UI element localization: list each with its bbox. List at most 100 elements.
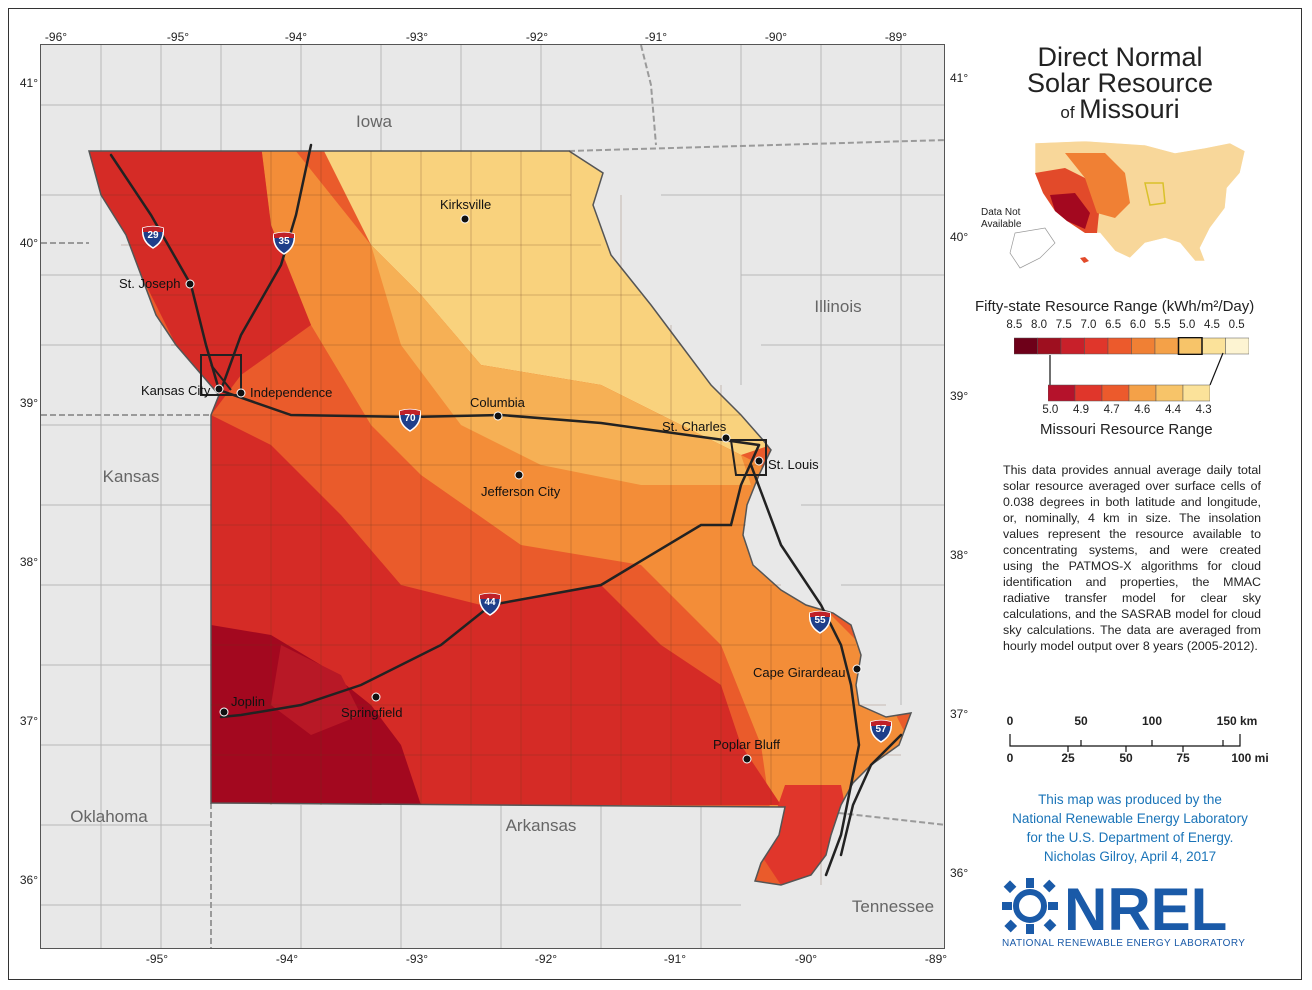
lat-tick-left: 38°: [19, 555, 38, 569]
city-dot-joplin: [219, 707, 229, 717]
legend-swatch: [1225, 337, 1249, 355]
title-state: Missouri: [1079, 94, 1180, 124]
state-label-oklahoma: Oklahoma: [70, 807, 148, 826]
shield-icon: [869, 719, 893, 743]
nrel-wordmark: NREL: [1064, 878, 1227, 938]
missouri-dni-map: [41, 45, 944, 948]
city-dot-columbia: [493, 411, 503, 421]
legend-value-label: 5.0: [1179, 319, 1196, 331]
interstate-shield-55: 55: [808, 610, 832, 634]
us-inset-map: [1009, 140, 1246, 269]
city-label-jefferson-city: Jefferson City: [481, 484, 561, 499]
state-label-iowa: Iowa: [356, 112, 392, 131]
city-label-kansas-city: Kansas City: [141, 383, 211, 398]
city-dot-independence: [236, 388, 246, 398]
city-dot-st-charles: [721, 433, 731, 443]
legend-swatch: [1155, 384, 1184, 402]
credit-line-3: for the U.S. Department of Energy.: [1026, 830, 1234, 845]
legend-value-label: 4.7: [1103, 404, 1120, 416]
mountain-region: [1065, 153, 1130, 218]
lon-tick-top: -96°: [44, 30, 68, 44]
shield-number: 35: [278, 236, 290, 247]
city-dot-springfield: [371, 692, 381, 702]
shield-icon: [141, 225, 165, 249]
title-line-1: Direct Normal: [1037, 42, 1203, 72]
lon-tick-bottom: -95°: [145, 952, 169, 966]
map-panel: [40, 44, 945, 949]
legend-value-label: 8.0: [1031, 319, 1048, 331]
legend-zoom-lines: [1049, 352, 1224, 386]
legend-swatch: [1182, 384, 1210, 402]
legend-swatch: [1014, 337, 1038, 355]
city-dot-cape-girardeau: [852, 664, 862, 674]
scale-mi-label: 50: [1119, 751, 1133, 765]
nrel-subtitle: NATIONAL RENEWABLE ENERGY LABORATORY: [1002, 938, 1246, 949]
shield-number: 70: [404, 413, 416, 424]
credit-line-1: This map was produced by the: [1038, 792, 1222, 807]
city-dot-kirksville: [460, 214, 470, 224]
city-dot-jefferson-city: [514, 470, 524, 480]
shield-number: 44: [484, 597, 496, 608]
missouri-inset-outline: [1144, 182, 1166, 206]
city-label-poplar-bluff: Poplar Bluff: [713, 737, 780, 752]
legend-swatch: [1101, 384, 1130, 402]
lat-tick-right: 41°: [950, 71, 969, 85]
lon-tick-bottom: -91°: [663, 952, 687, 966]
missouri-border: [88, 150, 913, 886]
state-label-tennessee: Tennessee: [851, 897, 935, 916]
legend-value-label: 7.5: [1055, 319, 1072, 331]
legend-value-label: 5.0: [1042, 404, 1059, 416]
legend-value-label: 4.3: [1195, 404, 1212, 416]
background-county-lines: [41, 45, 944, 948]
inset-no-data-label: Data Not Available: [981, 207, 1022, 230]
scale-km-label: 100: [1141, 714, 1163, 728]
lon-tick-top: -92°: [525, 30, 549, 44]
lat-tick-right: 38°: [950, 548, 969, 562]
lat-tick-left: 40°: [19, 236, 38, 250]
city-label-kirksville: Kirksville: [440, 197, 492, 212]
shield-icon: [272, 231, 296, 255]
interstate-shield-44: 44: [478, 592, 502, 616]
city-label-st-joseph: St. Joseph: [119, 276, 181, 291]
interstate-shield-35: 35: [272, 231, 296, 255]
scale-mi-label: 0: [1006, 751, 1014, 765]
city-dot-kansas-city: [214, 384, 224, 394]
legend-value-label: 4.4: [1165, 404, 1181, 416]
legend-fifty-state-title: Fifty-state Resource Range (kWh/m²/Day): [975, 298, 1255, 315]
legend-value-label: 8.5: [1006, 319, 1023, 331]
scale-mi-label: 25: [1061, 751, 1075, 765]
lon-tick-top: -91°: [644, 30, 668, 44]
legend-value-label: 6.5: [1105, 319, 1122, 331]
scale-mi-label: 100 mi: [1231, 751, 1269, 765]
lat-tick-right: 39°: [950, 389, 969, 403]
lon-tick-bottom: -92°: [534, 952, 558, 966]
interstate-shield-29: 29: [141, 225, 165, 249]
title-of: of: [1060, 103, 1075, 122]
i55-route: [749, 463, 861, 877]
lat-tick-right: 37°: [950, 707, 969, 721]
lon-tick-top: -95°: [166, 30, 190, 44]
legend-value-label: 7.0: [1080, 319, 1097, 331]
shield-icon: [478, 592, 502, 616]
southwest-highest-region: [1050, 193, 1090, 229]
shield-number: 55: [814, 615, 826, 626]
state-label-illinois: Illinois: [814, 297, 862, 316]
legend-value-label: 4.9: [1073, 404, 1089, 416]
state-label-arkansas: Arkansas: [505, 816, 577, 835]
legend-missouri-bar: [1048, 384, 1210, 402]
lat-tick-left: 37°: [19, 714, 38, 728]
lat-tick-right: 36°: [950, 866, 969, 880]
interstate-shield-70: 70: [398, 408, 422, 432]
city-label-independence: Independence: [250, 385, 333, 400]
scale-km-label: 150 km: [1216, 714, 1258, 728]
state-borders: [41, 45, 944, 948]
legend-swatch: [1074, 384, 1103, 402]
description-text: This data provides annual average daily …: [1003, 463, 1261, 653]
legend-missouri-title: Missouri Resource Range: [1040, 421, 1213, 438]
lon-tick-bottom: -90°: [794, 952, 818, 966]
lat-tick-left: 36°: [19, 873, 38, 887]
legend-fifty-state-bar: [1014, 337, 1249, 355]
legend-swatch: [1048, 384, 1076, 402]
scale-km-label: 0: [1006, 714, 1014, 728]
credit-line-2: National Renewable Energy Laboratory: [1012, 811, 1248, 826]
